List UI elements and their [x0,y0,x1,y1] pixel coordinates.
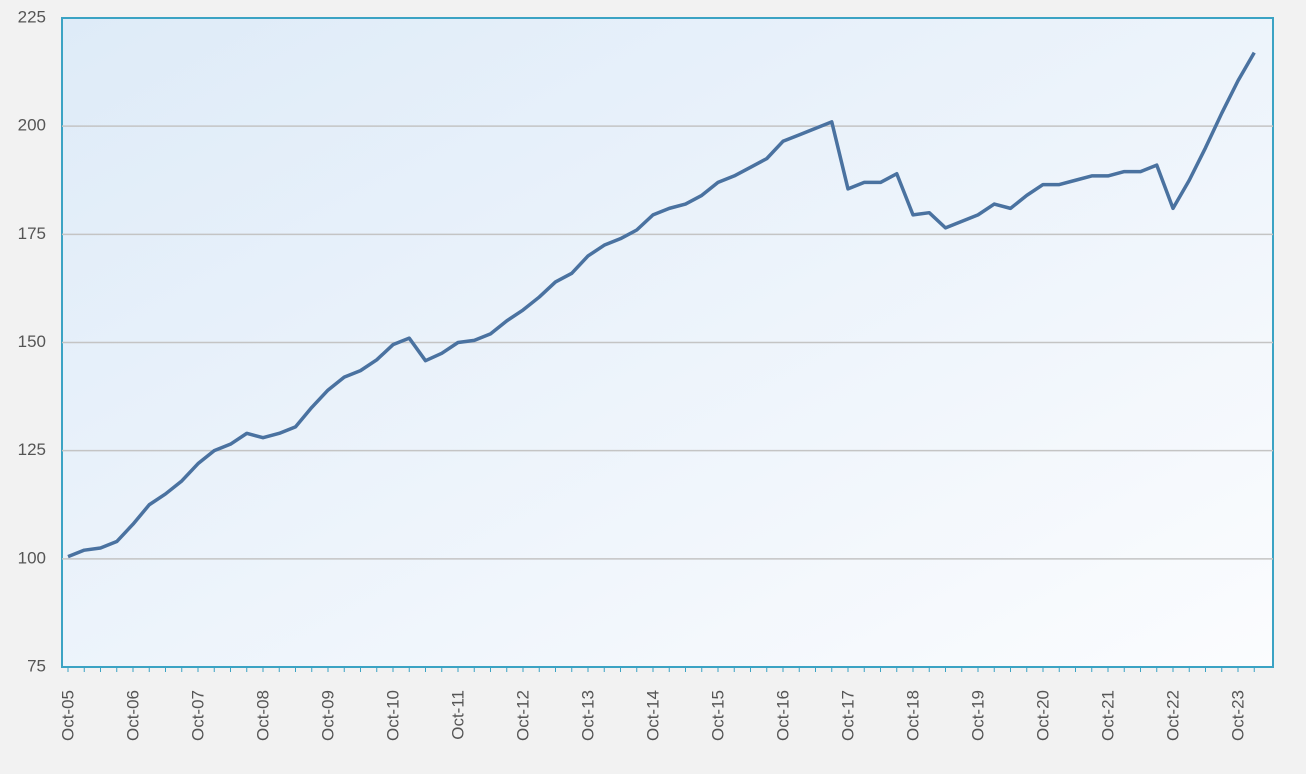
x-tick-label: Oct-17 [839,690,858,741]
x-tick-label: Oct-15 [709,690,728,741]
x-tick-label: Oct-20 [1034,690,1053,741]
x-tick-label: Oct-10 [384,690,403,741]
x-tick-label: Oct-13 [579,690,598,741]
y-tick-label: 225 [18,7,46,26]
y-tick-label: 100 [18,548,46,567]
x-tick-label: Oct-16 [774,690,793,741]
x-tick-label: Oct-18 [904,690,923,741]
y-tick-label: 75 [27,656,46,675]
x-tick-label: Oct-05 [59,690,78,741]
x-tick-label: Oct-07 [189,690,208,741]
x-tick-label: Oct-06 [124,690,143,741]
x-tick-label: Oct-23 [1229,690,1248,741]
y-tick-label: 125 [18,440,46,459]
y-tick-label: 200 [18,116,46,135]
x-tick-label: Oct-09 [319,690,338,741]
x-tick-label: Oct-19 [969,690,988,741]
line [67,51,1256,559]
x-tick-label: Oct-08 [254,690,273,741]
x-tick-label: Oct-11 [449,690,468,740]
x-tick-label: Oct-22 [1164,690,1183,741]
x-tick-label: Oct-21 [1099,690,1118,741]
y-tick-label: 175 [18,224,46,243]
x-tick-label: Oct-14 [644,690,663,741]
x-tick-label: Oct-12 [514,690,533,741]
y-tick-label: 150 [18,332,46,351]
